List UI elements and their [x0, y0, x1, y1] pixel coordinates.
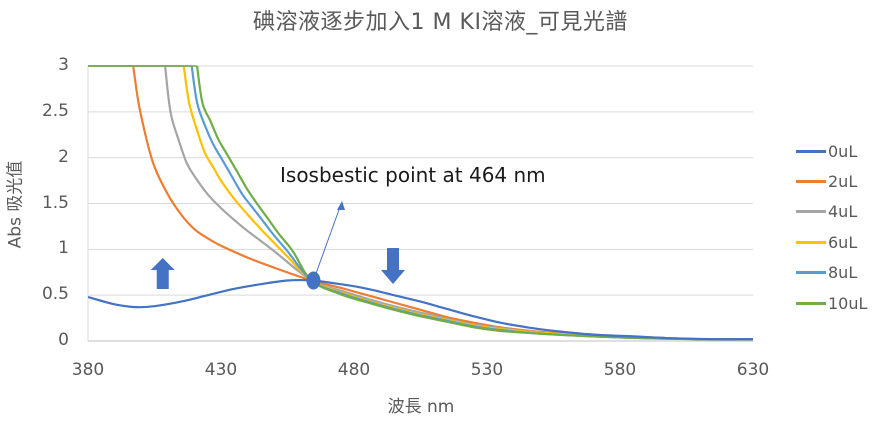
- annotation-arrow-line: [312, 206, 341, 281]
- y-tick-label: 2.5: [41, 100, 69, 121]
- legend-item-10uL: 10uL: [796, 288, 867, 318]
- series-line-4uL: [164, 66, 753, 341]
- y-tick-label: 0: [58, 330, 69, 350]
- series-line-6uL: [182, 66, 753, 341]
- legend-item-6uL: 6uL: [796, 227, 867, 257]
- legend-item-8uL: 8uL: [796, 258, 867, 288]
- y-tick-label: 3: [58, 55, 69, 75]
- chart-title: 碘溶液逐步加入1 M KI溶液_可見光譜: [253, 10, 628, 35]
- y-tick-label: 1.5: [41, 192, 69, 213]
- x-tick-label: 530: [470, 360, 504, 380]
- x-tick-label: 430: [204, 360, 238, 380]
- legend-swatch-icon: [796, 180, 826, 184]
- legend-swatch-icon: [796, 301, 826, 305]
- legend-item-4uL: 4uL: [796, 197, 867, 227]
- legend-swatch-icon: [796, 149, 826, 153]
- legend-label: 2uL: [828, 172, 858, 192]
- legend-swatch-icon: [796, 240, 826, 244]
- series-line-2uL: [132, 66, 753, 341]
- y-tick-label: 0.5: [41, 284, 69, 305]
- x-tick-label: 580: [603, 360, 637, 380]
- legend-swatch-icon: [796, 210, 826, 214]
- down-arrow-icon: [381, 248, 405, 284]
- legend-label: 10uL: [828, 293, 868, 313]
- legend-swatch-icon: [796, 271, 826, 275]
- legend: 0uL 2uL 4uL 6uL 8uL 10uL: [796, 136, 867, 318]
- isosbestic-point-marker: [306, 271, 321, 290]
- annotation-arrow-head: [337, 201, 345, 210]
- y-tick-label: 1: [58, 238, 69, 259]
- series-line-0uL: [88, 278, 753, 341]
- x-tick-label: 480: [337, 360, 371, 380]
- series-line-8uL: [190, 66, 753, 341]
- x-tick-label: 630: [736, 360, 770, 380]
- x-axis-label: 波長 nm: [387, 397, 455, 417]
- series-line-10uL: [196, 66, 753, 341]
- legend-label: 4uL: [828, 202, 858, 222]
- y-tick-label: 2: [58, 146, 69, 167]
- up-arrow-icon: [150, 258, 175, 289]
- legend-label: 8uL: [828, 263, 858, 283]
- legend-item-0uL: 0uL: [796, 136, 867, 166]
- legend-label: 6uL: [828, 232, 858, 252]
- legend-label: 0uL: [828, 141, 858, 161]
- isosbestic-annotation: Isosbestic point at 464 nm: [280, 163, 546, 187]
- x-tick-label: 380: [71, 360, 105, 380]
- legend-item-2uL: 2uL: [796, 166, 867, 196]
